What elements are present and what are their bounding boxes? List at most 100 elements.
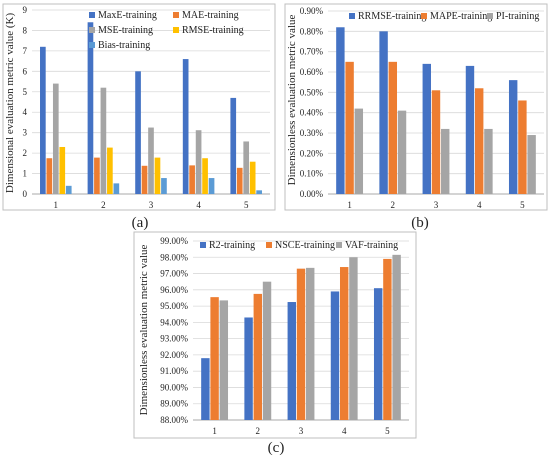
panel-c-y-tick-label: 97.00% <box>160 269 188 279</box>
panel-b-y-tick-label: 0.60% <box>300 67 324 77</box>
panel-c-legend-swatch <box>266 242 272 248</box>
panel-b-bar <box>422 63 431 194</box>
panel-c-y-tick-label: 93.00% <box>160 334 188 344</box>
panel-a-y-tick-label: 1 <box>23 169 28 179</box>
panel-b-y-tick-label: 0.20% <box>300 148 324 158</box>
panel-c-x-tick-label: 5 <box>385 426 390 436</box>
panel-b-bar <box>527 135 536 194</box>
panel-c-bar <box>244 317 253 420</box>
panel-c-bar <box>339 267 349 420</box>
panel-c-y-tick-label: 94.00% <box>160 317 188 327</box>
panel-a-bar <box>94 157 100 194</box>
panel-a-bar <box>161 178 167 194</box>
panel-a-bar <box>236 167 243 194</box>
panel-c-bar <box>296 268 306 420</box>
panel-b-legend-item: RRMSE-training <box>349 11 426 22</box>
panel-a-bar <box>195 130 202 194</box>
panel-b-x-tick-label: 2 <box>391 200 396 210</box>
panel-a-legend-item: MAE-training <box>173 10 239 21</box>
panel-a-legend: MaxE-training MAE-training MSE-training RMS… <box>89 10 244 51</box>
panel-a-legend-item: MSE-training <box>89 25 153 36</box>
panel-c-caption: (c) <box>268 440 285 456</box>
panel-b-legend-label: RRMSE-training <box>358 11 426 22</box>
panel-a-x-tick-label: 3 <box>149 200 154 210</box>
panel-b-bar <box>465 65 475 195</box>
panel-a-y-tick-labels: 0 1 2 3 4 5 6 7 8 9 <box>23 5 28 199</box>
panel-a-bar <box>65 185 72 194</box>
panel-b-x-tick-labels: 1 2 3 4 5 <box>347 200 525 210</box>
panel-b-y-tick-label: 0.80% <box>300 26 324 36</box>
panel-b-bar <box>474 88 484 194</box>
panel-a-bar <box>113 183 120 194</box>
panel-a-bar <box>208 178 215 194</box>
panel-c-bar <box>373 288 383 420</box>
panel-a-bar <box>154 157 161 194</box>
panel-b-y-tick-label: 0.00% <box>300 189 324 199</box>
panel-b-x-tick-label: 3 <box>434 200 439 210</box>
panel-b-bar <box>484 128 493 194</box>
panel-c-y-tick-label: 95.00% <box>160 301 188 311</box>
panel-c-y-axis-label: Dimensionless evaluation metric value <box>138 245 150 416</box>
panel-c-legend-label: VAF-training <box>345 240 398 251</box>
panel-b-frame <box>284 3 548 211</box>
panel-c-legend-label: NSCE-training <box>275 240 335 251</box>
panel-b-bar <box>431 90 441 194</box>
panel-c-legend-label: R2-training <box>209 240 255 251</box>
panel-a-bar <box>87 22 94 195</box>
panel-a-y-tick-label: 7 <box>23 46 28 56</box>
panel-b-legend-swatch <box>349 13 355 19</box>
panel-b-bar <box>441 128 450 194</box>
panel-b-legend-item: MAPE-training <box>421 11 492 22</box>
panel-b-bar <box>354 108 364 194</box>
panel-b-bar <box>518 100 527 194</box>
panel-c-bar <box>253 293 263 420</box>
panel-a-bar <box>189 165 195 194</box>
panel-a-bar <box>249 161 256 194</box>
panel-a-bar <box>141 165 148 194</box>
panel-c-legend-swatch <box>336 242 342 248</box>
panel-a-bar <box>243 141 250 194</box>
panel-a-bar <box>40 46 46 194</box>
panel-b-legend-item: PI-training <box>487 11 539 22</box>
panel-a-legend-swatch <box>89 27 95 33</box>
panel-b-y-axis-label: Dimensionless evaluation metric value <box>286 15 298 186</box>
panel-c-y-tick-label: 89.00% <box>160 399 188 409</box>
panel-a-y-axis-label: Dimensional evaluation metric value (K) <box>4 13 16 194</box>
panel-a-legend-label: MSE-training <box>98 25 153 36</box>
panel-c-y-tick-label: 92.00% <box>160 350 188 360</box>
panel-a-chart: 0 1 2 3 4 5 6 7 8 9 1 2 3 4 5 MaxE-training MAE-traini… <box>2 3 276 231</box>
panel-b-bar <box>397 110 407 194</box>
panel-b-bars <box>336 27 536 195</box>
panel-b-bar <box>345 61 354 195</box>
panel-a-gridlines <box>32 9 270 195</box>
panel-b-y-tick-label: 0.50% <box>300 87 324 97</box>
panel-b-x-tick-label: 1 <box>347 200 352 210</box>
panel-b-legend-swatch <box>487 13 493 19</box>
panel-a-legend-swatch <box>173 27 179 33</box>
panel-c-chart: 88.00% 89.00% 90.00% 91.00% 92.00% 93.00% 94.0… <box>133 231 417 456</box>
panel-b-bar <box>388 61 398 195</box>
panel-c-y-tick-label: 99.00% <box>160 236 188 246</box>
panel-a-legend-item: MaxE-training <box>89 10 157 21</box>
panel-b-y-tick-label: 0.40% <box>300 108 324 118</box>
panel-c-bar <box>287 302 296 420</box>
panel-b-bar <box>379 31 388 195</box>
panel-a-legend-label: MAE-training <box>182 10 239 21</box>
panel-a-caption: (a) <box>132 215 149 231</box>
panel-a-y-tick-label: 8 <box>23 25 28 35</box>
panel-c-x-tick-label: 2 <box>256 426 261 436</box>
panel-b-legend: RRMSE-training MAPE-training PI-training <box>349 11 539 22</box>
panel-a-bar <box>148 127 154 194</box>
panel-c-bar <box>383 258 392 420</box>
panel-a-bar <box>202 158 208 194</box>
panel-a-bar <box>59 146 66 194</box>
panel-a-bar <box>182 59 189 194</box>
panel-c-bar <box>349 257 358 420</box>
panel-c-x-tick-label: 1 <box>212 426 217 436</box>
panel-b-y-tick-label: 0.30% <box>300 128 324 138</box>
panel-a-bar <box>100 87 107 194</box>
panel-c-y-tick-label: 88.00% <box>160 415 188 425</box>
panel-a-bar <box>46 158 53 194</box>
panel-a-y-tick-label: 2 <box>23 148 28 158</box>
panel-b-y-tick-label: 0.10% <box>300 169 324 179</box>
